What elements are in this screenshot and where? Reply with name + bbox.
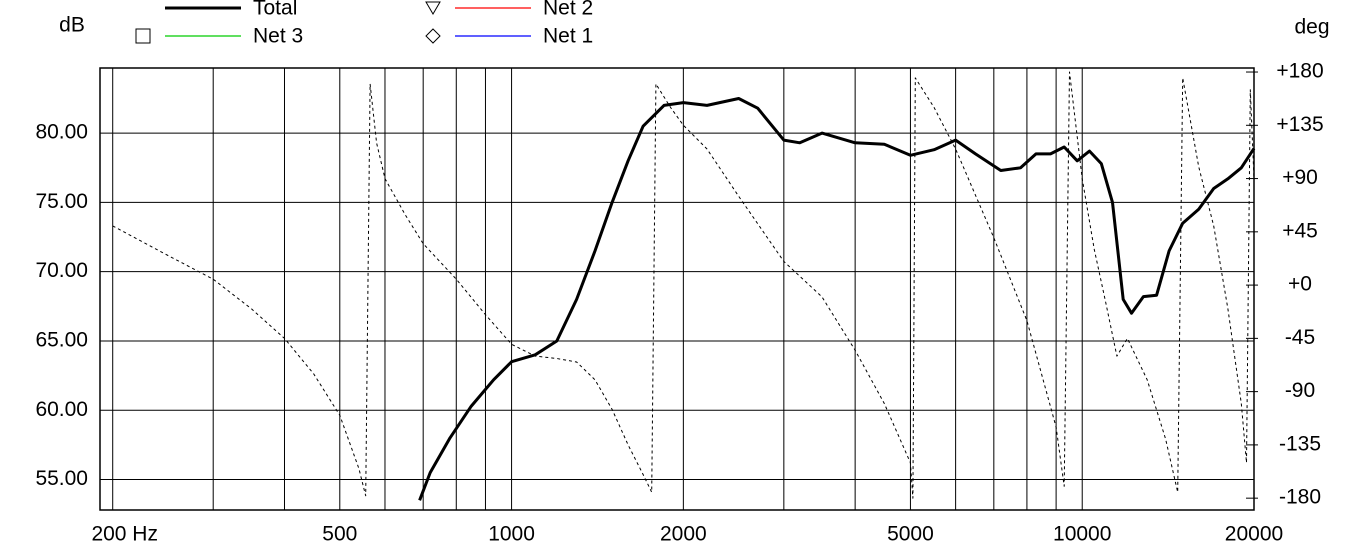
legend-marker <box>425 28 441 44</box>
legend-label: Net 1 <box>543 25 593 48</box>
y-axis-label: dB <box>59 14 85 37</box>
y-tick-label: 80.00 <box>35 121 88 144</box>
y-tick-label: 70.00 <box>35 259 88 282</box>
phase-line <box>112 71 1255 499</box>
y2-tick-label: +90 <box>1282 166 1318 189</box>
y2-tick-label: -45 <box>1285 326 1315 349</box>
magnitude-line <box>418 97 1256 501</box>
legend-label: Net 3 <box>253 25 303 48</box>
x-tick-label: 500 <box>322 523 357 546</box>
legend-marker <box>425 1 441 15</box>
legend-marker <box>135 28 151 44</box>
y-tick-label: 55.00 <box>35 467 88 490</box>
x-tick-label: 200 Hz <box>91 523 158 546</box>
plot-frame <box>99 67 1255 511</box>
legend-label: Net 2 <box>543 0 593 20</box>
y2-tick-label: +135 <box>1276 113 1323 136</box>
y2-axis-label: deg <box>1294 16 1329 39</box>
y2-tick-label: +180 <box>1276 60 1323 83</box>
y-tick-label: 60.00 <box>35 398 88 421</box>
x-tick-label: 5000 <box>887 523 934 546</box>
x-tick-label: 10000 <box>1053 523 1111 546</box>
x-tick-label: 2000 <box>660 523 707 546</box>
legend-label: Total <box>253 0 297 20</box>
x-tick-label: 1000 <box>488 523 535 546</box>
y2-tick-label: +45 <box>1282 219 1318 242</box>
y2-tick-label: +0 <box>1288 273 1312 296</box>
x-tick-label: 20000 <box>1225 523 1283 546</box>
y2-tick-label: -135 <box>1279 432 1321 455</box>
y2-tick-label: -90 <box>1285 379 1315 402</box>
y-tick-label: 65.00 <box>35 329 88 352</box>
y-tick-label: 75.00 <box>35 190 88 213</box>
legend: Total Net 2 Net 3 Net 1 <box>135 0 593 48</box>
y2-tick-label: -180 <box>1279 486 1321 509</box>
